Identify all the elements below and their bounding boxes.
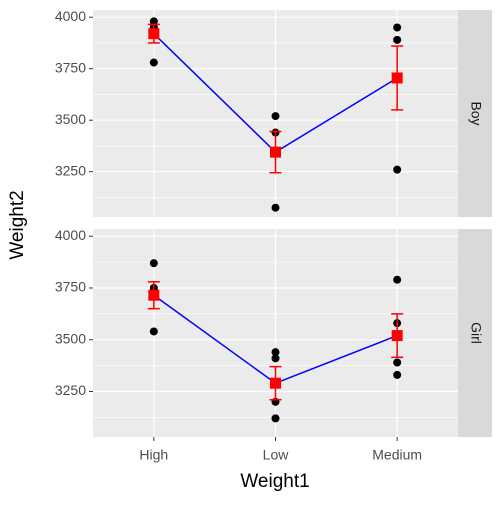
data-point <box>271 414 280 423</box>
data-point <box>149 327 158 336</box>
mean-marker <box>391 330 403 342</box>
data-point <box>393 358 402 367</box>
data-point <box>393 23 402 32</box>
y-tick-label: 4000 <box>55 8 86 24</box>
strip-label: Boy <box>468 101 484 125</box>
data-point <box>393 370 402 379</box>
data-point <box>393 165 402 174</box>
data-point <box>149 259 158 268</box>
y-tick-label: 3500 <box>55 330 86 346</box>
mean-marker <box>148 28 160 40</box>
data-point <box>149 58 158 67</box>
data-point <box>271 203 280 212</box>
data-point <box>149 17 158 26</box>
y-tick-label: 3250 <box>55 382 86 398</box>
x-tick-label: High <box>139 447 168 463</box>
x-axis-title: Weight1 <box>240 471 309 492</box>
y-tick-label: 3750 <box>55 59 86 75</box>
mean-marker <box>391 72 403 84</box>
data-point <box>393 275 402 284</box>
strip <box>458 229 492 437</box>
y-tick-label: 4000 <box>55 227 86 243</box>
data-point <box>271 348 280 357</box>
mean-marker <box>148 289 160 301</box>
y-tick-label: 3250 <box>55 162 86 178</box>
y-tick-label: 3750 <box>55 279 86 295</box>
strip <box>458 10 492 217</box>
x-tick-label: Low <box>263 447 290 463</box>
mean-marker <box>270 377 281 389</box>
data-point <box>271 112 280 121</box>
mean-marker <box>270 146 281 158</box>
y-tick-label: 3500 <box>55 111 86 127</box>
x-tick-label: Medium <box>372 447 422 463</box>
data-point <box>393 35 402 44</box>
y-axis-title: Weight2 <box>7 190 28 259</box>
strip-label: Girl <box>468 322 484 344</box>
data-point <box>271 354 280 363</box>
